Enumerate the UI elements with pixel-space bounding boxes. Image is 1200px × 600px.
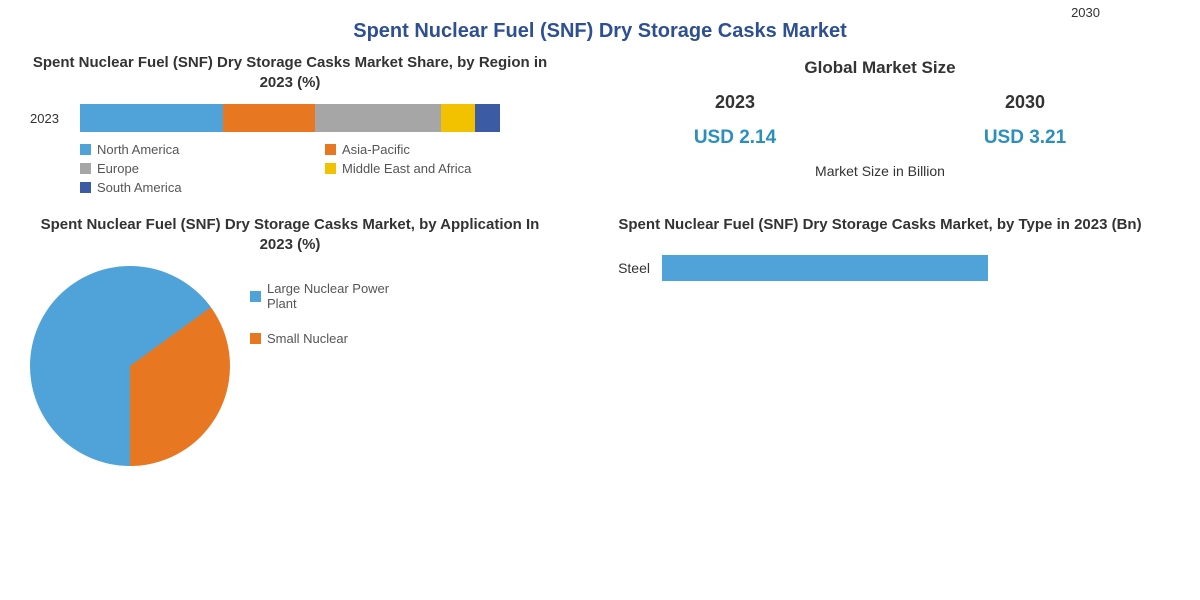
legend-label: Large Nuclear Power Plant [267,281,407,311]
region-legend-item: Asia-Pacific [325,142,550,157]
legend-label: Small Nuclear [267,331,348,346]
legend-swatch [80,163,91,174]
region-segment [80,104,223,132]
region-segment [223,104,315,132]
market-size-unit: Market Size in Billion [590,163,1170,179]
region-year-label: 2023 [30,111,70,126]
region-legend-item: South America [80,180,305,195]
region-stacked-bar [80,104,500,132]
legend-swatch [80,144,91,155]
corner-year-2030: 2030 [1071,5,1100,20]
legend-label: Middle East and Africa [342,161,471,176]
top-row: Spent Nuclear Fuel (SNF) Dry Storage Cas… [0,53,1200,195]
market-size-year-1: 2030 [1005,92,1045,113]
type-chart-title: Spent Nuclear Fuel (SNF) Dry Storage Cas… [590,215,1170,235]
region-segment [315,104,441,132]
type-bar-track [662,255,1082,281]
application-pie [30,266,230,466]
market-size-years: 2023 2030 [590,92,1170,113]
market-size-values: USD 2.14 USD 3.21 [590,127,1170,149]
legend-swatch [250,333,261,344]
market-size-value-1: USD 3.21 [984,127,1066,149]
application-chart-section: Spent Nuclear Fuel (SNF) Dry Storage Cas… [30,215,550,466]
market-size-title: Global Market Size [590,58,1170,78]
region-chart-section: Spent Nuclear Fuel (SNF) Dry Storage Cas… [30,53,550,195]
legend-label: South America [97,180,182,195]
type-bars: Steel [590,255,1170,281]
region-legend-item: Europe [80,161,305,176]
legend-label: Europe [97,161,139,176]
legend-swatch [325,163,336,174]
region-legend: North America Asia-Pacific Europe Middle Ea… [30,142,550,195]
application-pie-wrap: Large Nuclear Power Plant Small Nuclear [30,266,550,466]
region-legend-item: North America [80,142,305,157]
application-legend-item: Small Nuclear [250,331,407,346]
legend-label: North America [97,142,179,157]
market-size-section: Global Market Size 2023 2030 USD 2.14 US… [590,53,1170,195]
region-stacked-bar-wrap: 2023 [30,104,550,132]
legend-swatch [250,291,261,302]
bottom-row: Spent Nuclear Fuel (SNF) Dry Storage Cas… [0,195,1200,466]
type-bar-row: Steel [590,255,1170,281]
main-title: Spent Nuclear Fuel (SNF) Dry Storage Cas… [0,0,1200,53]
type-bar-label: Steel [590,260,650,276]
region-segment [441,104,475,132]
type-chart-section: Spent Nuclear Fuel (SNF) Dry Storage Cas… [590,215,1170,466]
application-chart-title: Spent Nuclear Fuel (SNF) Dry Storage Cas… [30,215,550,254]
region-segment [475,104,500,132]
legend-swatch [325,144,336,155]
application-legend-item: Large Nuclear Power Plant [250,281,407,311]
type-bar [662,255,988,281]
region-chart-title: Spent Nuclear Fuel (SNF) Dry Storage Cas… [30,53,550,92]
market-size-year-0: 2023 [715,92,755,113]
legend-label: Asia-Pacific [342,142,410,157]
region-legend-item: Middle East and Africa [325,161,550,176]
legend-swatch [80,182,91,193]
application-legend: Large Nuclear Power Plant Small Nuclear [250,281,407,346]
market-size-value-0: USD 2.14 [694,127,776,149]
